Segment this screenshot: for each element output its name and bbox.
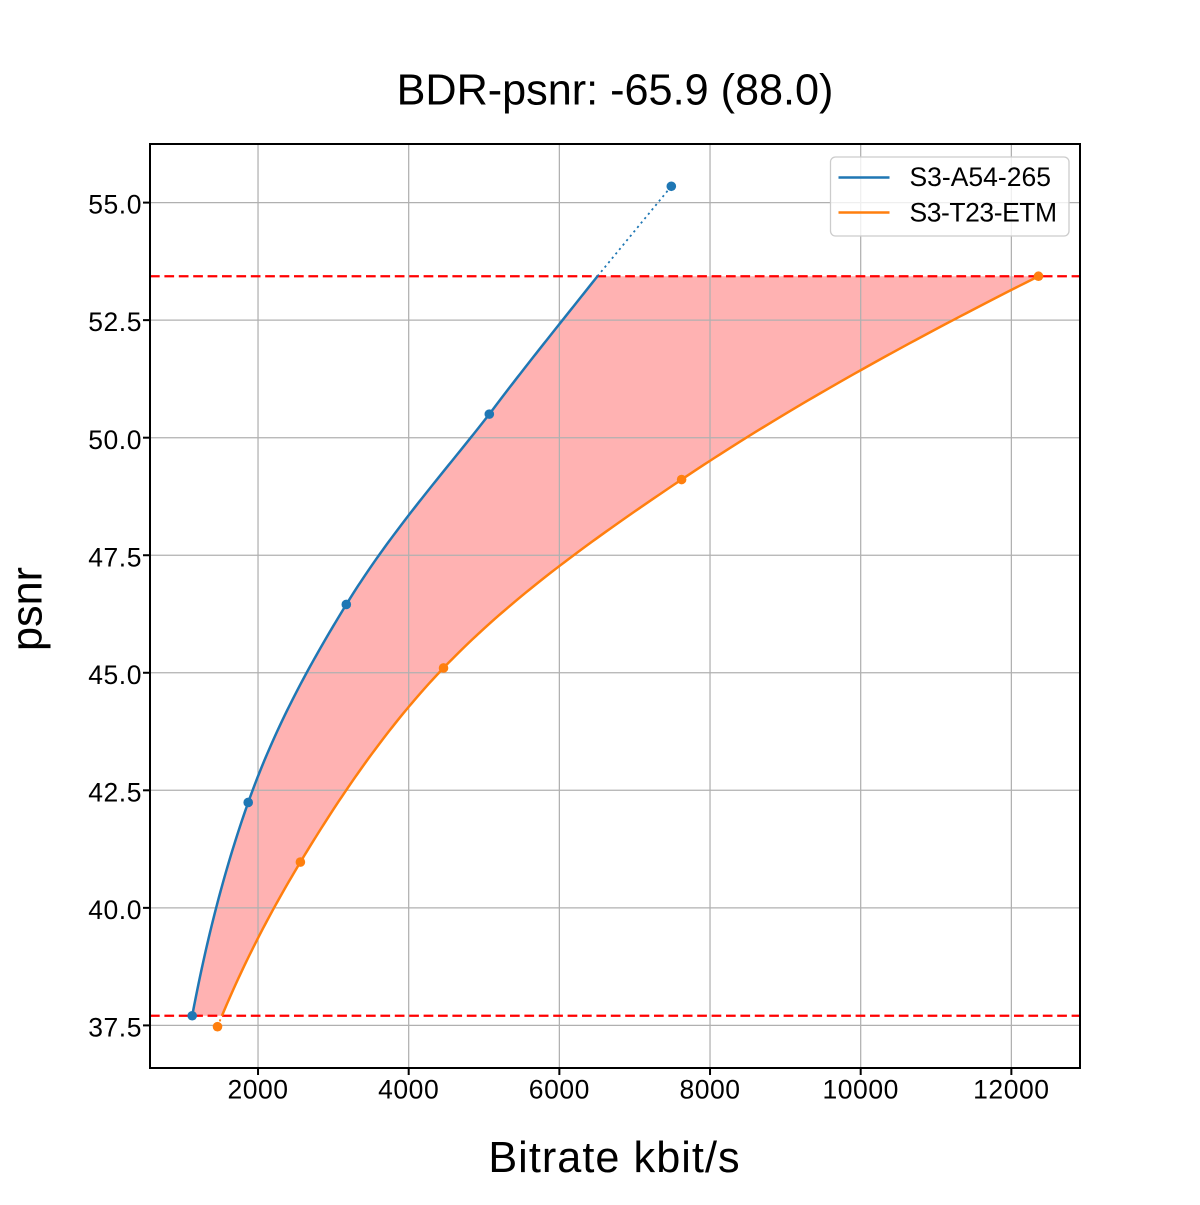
svg-text:10000: 10000 — [822, 1074, 898, 1104]
svg-text:BDR-psnr: -65.9 (88.0): BDR-psnr: -65.9 (88.0) — [397, 67, 834, 115]
svg-text:50.0: 50.0 — [88, 425, 142, 455]
svg-text:8000: 8000 — [679, 1074, 740, 1104]
svg-text:6000: 6000 — [529, 1074, 590, 1104]
svg-text:52.5: 52.5 — [88, 307, 142, 337]
svg-text:S3-T23-ETM: S3-T23-ETM — [910, 198, 1057, 228]
svg-text:psnr: psnr — [4, 567, 52, 651]
svg-text:37.5: 37.5 — [88, 1013, 142, 1043]
svg-text:47.5: 47.5 — [88, 542, 142, 572]
svg-text:40.0: 40.0 — [88, 895, 142, 925]
svg-text:12000: 12000 — [973, 1074, 1049, 1104]
svg-text:45.0: 45.0 — [88, 660, 142, 690]
svg-text:42.5: 42.5 — [88, 777, 142, 807]
svg-text:55.0: 55.0 — [88, 190, 142, 220]
svg-text:4000: 4000 — [378, 1074, 439, 1104]
svg-text:S3-A54-265: S3-A54-265 — [910, 162, 1051, 192]
svg-text:2000: 2000 — [227, 1074, 288, 1104]
svg-text:Bitrate kbit/s: Bitrate kbit/s — [488, 1134, 740, 1182]
